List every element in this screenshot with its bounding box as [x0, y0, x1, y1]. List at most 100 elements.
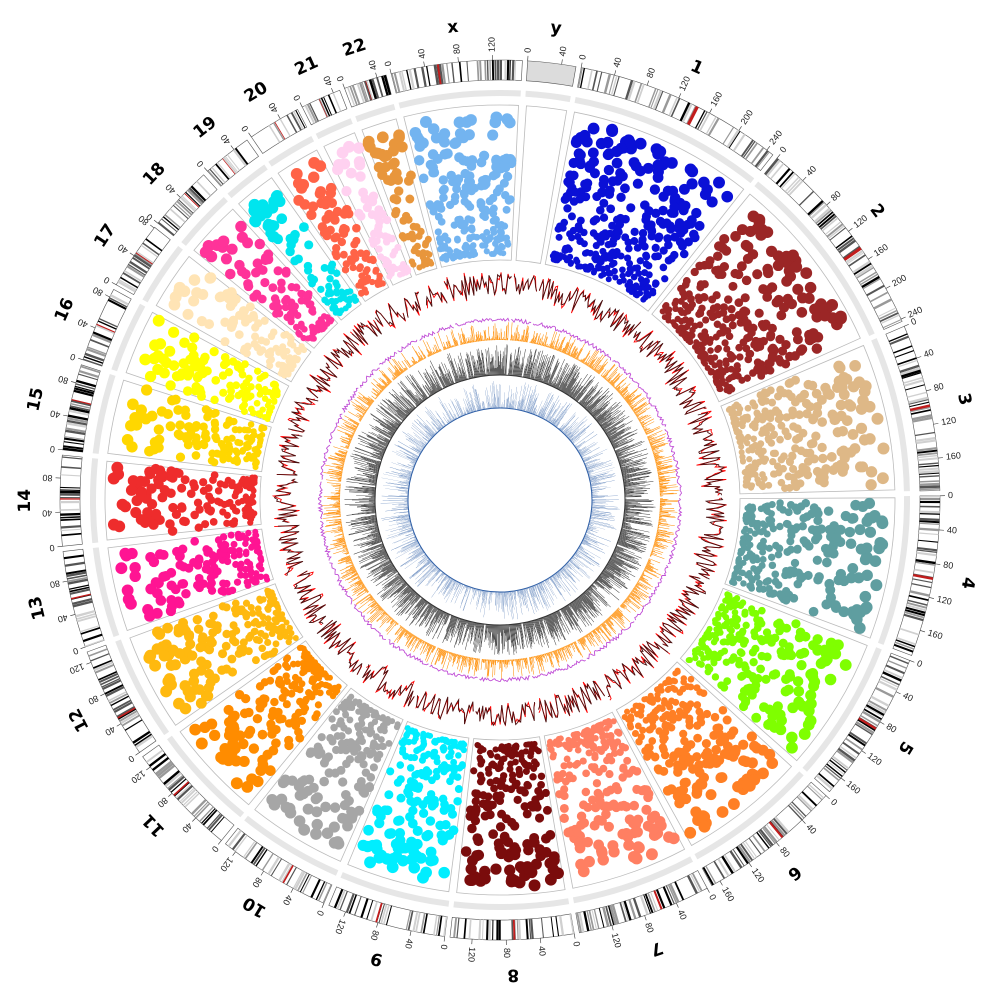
chr-2-point	[772, 260, 784, 272]
chr-12-band	[116, 706, 135, 718]
chr-17-point	[282, 330, 290, 338]
chr-7-band	[667, 884, 678, 904]
chr-11-band	[179, 787, 195, 803]
chr-12-band	[105, 686, 125, 697]
chr-x-band	[393, 72, 401, 93]
chr-5-point	[751, 644, 760, 653]
chr-x-point	[497, 220, 505, 229]
chr-1-point	[647, 227, 657, 236]
chr-5-band	[854, 723, 873, 736]
chr-16-point	[239, 382, 248, 391]
chr-x-band	[451, 62, 455, 83]
chr-3-tick-label: 160	[945, 450, 961, 461]
chr-7-point	[667, 832, 680, 845]
chr-1-point	[632, 178, 643, 189]
chr-4-point	[786, 545, 795, 554]
chr-10-centromere	[282, 865, 294, 884]
chr-x-thin-track	[398, 89, 521, 109]
chr-2-point	[734, 298, 744, 308]
chr-13-tick	[80, 646, 86, 649]
chr-2-point	[707, 347, 714, 354]
chr-2-point	[754, 363, 763, 372]
chr-1-point	[611, 157, 623, 169]
chr-12-point	[264, 605, 271, 612]
chr-11-point	[331, 684, 339, 691]
chr-10-point	[336, 765, 346, 775]
chr-1-band	[694, 110, 706, 129]
chr-6-point	[645, 743, 654, 752]
chr-6-tick	[719, 880, 723, 886]
chr-6-point	[685, 721, 694, 730]
chr-13-point	[256, 549, 263, 556]
chr-10-point	[358, 787, 368, 797]
chr-18-point	[225, 268, 236, 280]
chr-3-band	[916, 447, 938, 452]
chr-5-point	[731, 609, 739, 616]
chr-1-point	[605, 276, 612, 283]
chr-6-band	[742, 842, 756, 860]
chr-2-point	[713, 378, 720, 385]
chr-5-band	[829, 759, 846, 774]
chr-6-point	[661, 712, 669, 720]
chr-15-band	[64, 436, 85, 440]
chr-11-thin-track	[167, 735, 245, 818]
chr-2-band	[817, 211, 834, 226]
chr-8-band	[530, 918, 534, 939]
chr-13-centromere	[71, 593, 91, 600]
chr-x-point	[489, 204, 498, 213]
chr-11-band	[146, 749, 164, 763]
chr-19-point	[303, 261, 313, 271]
chr-18-point	[277, 285, 286, 294]
chr-2-point	[713, 251, 723, 261]
chr-4-point	[740, 528, 747, 535]
chr-4-centromere	[913, 574, 934, 580]
chr-9-point	[384, 790, 394, 800]
chr-6-point	[693, 701, 702, 709]
chr-18-point	[286, 310, 295, 318]
chr-x-tick	[389, 68, 392, 74]
chr-2-point	[736, 353, 744, 361]
chr-18-band	[176, 200, 193, 216]
chr-3-point	[779, 388, 789, 398]
chr-8-point	[495, 822, 506, 832]
chr-15-band	[68, 409, 89, 416]
chr-x-point	[483, 228, 491, 236]
chr-4-point	[868, 509, 881, 522]
chr-5-point	[804, 714, 817, 727]
chr-12-point	[232, 626, 241, 635]
chr-1-point	[575, 194, 585, 204]
chr-1-centromere	[687, 106, 699, 126]
chr-6-point	[716, 772, 728, 783]
chr-18-point	[268, 283, 278, 292]
chr-2-point	[726, 388, 733, 395]
chr-5-band	[827, 761, 845, 775]
chr-18-point	[292, 283, 301, 292]
chr-7-point	[575, 858, 587, 871]
chr-11-point	[280, 686, 289, 695]
chr-7-band	[669, 883, 680, 903]
chr-5-band	[863, 708, 882, 720]
chr-7-band	[644, 893, 654, 914]
chr-x-scatter-panel	[403, 104, 519, 268]
chr-12-label: 12	[65, 705, 94, 735]
chr-11-band	[167, 774, 184, 789]
chr-2-band	[866, 284, 885, 297]
chr-4-point	[807, 525, 817, 535]
chr-y-ideogram	[526, 60, 577, 87]
chr-1-point	[592, 191, 602, 202]
chr-12-point	[279, 611, 286, 618]
chr-2-band	[880, 314, 900, 325]
chr-5-band	[862, 710, 881, 723]
chr-2-point	[711, 362, 718, 369]
chr-7-point	[610, 718, 617, 725]
chr-7-point	[570, 741, 577, 749]
chr-17-tick	[129, 252, 135, 256]
chr-8-point	[480, 811, 490, 821]
chr-22-band	[346, 86, 356, 107]
chr-13-point	[178, 544, 188, 554]
chr-5-point	[747, 605, 756, 613]
chr-13-point	[193, 580, 202, 590]
chr-3-point	[865, 466, 878, 478]
chr-1-band	[650, 89, 659, 109]
chr-1-point	[590, 269, 597, 276]
